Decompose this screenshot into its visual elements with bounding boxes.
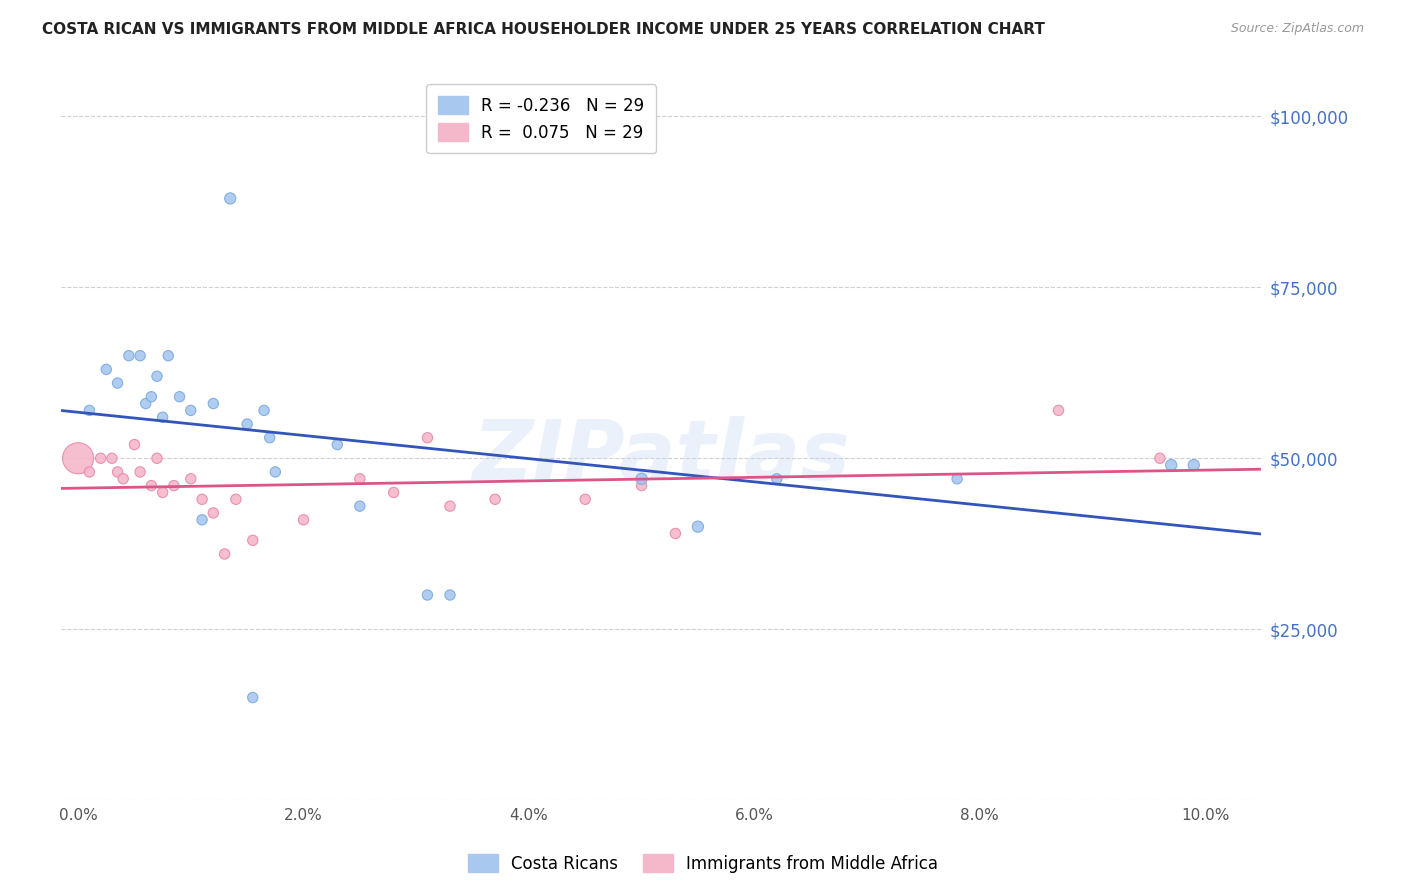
Point [112,472,135,486]
Point [765,472,787,486]
Text: ZIPatlas: ZIPatlas [472,416,851,497]
Point [146,451,169,466]
Point [141,390,163,404]
Point [79,465,101,479]
Point [163,478,186,492]
Legend: R = -0.236   N = 29, R =  0.075   N = 29: R = -0.236 N = 29, R = 0.075 N = 29 [426,84,657,153]
Point [96,362,118,376]
Point [67,451,90,466]
Text: COSTA RICAN VS IMMIGRANTS FROM MIDDLE AFRICA HOUSEHOLDER INCOME UNDER 25 YEARS C: COSTA RICAN VS IMMIGRANTS FROM MIDDLE AF… [42,22,1045,37]
Point [141,478,163,492]
Point [157,349,180,363]
Point [135,396,157,410]
Point [439,588,461,602]
Point [242,533,264,548]
Point [180,472,202,486]
Point [129,349,152,363]
Point [630,478,652,492]
Point [253,403,276,417]
Point [416,431,439,445]
Point [107,465,129,479]
Point [349,499,371,513]
Point [292,513,315,527]
Point [124,437,146,451]
Point [146,369,169,384]
Point [191,492,214,507]
Point [202,506,225,520]
Point [107,376,129,390]
Point [152,485,174,500]
Point [630,472,652,486]
Point [225,492,247,507]
Text: Source: ZipAtlas.com: Source: ZipAtlas.com [1230,22,1364,36]
Point [152,410,174,425]
Point [574,492,596,507]
Point [439,499,461,513]
Point [326,437,349,451]
Point [202,396,225,410]
Point [946,472,969,486]
Point [1160,458,1182,472]
Point [90,451,112,466]
Point [236,417,259,431]
Point [101,451,124,466]
Point [129,465,152,479]
Legend: Costa Ricans, Immigrants from Middle Africa: Costa Ricans, Immigrants from Middle Afr… [461,847,945,880]
Point [118,349,141,363]
Point [349,472,371,486]
Point [214,547,236,561]
Point [180,403,202,417]
Point [686,519,709,533]
Point [1047,403,1070,417]
Point [242,690,264,705]
Point [264,465,287,479]
Point [484,492,506,507]
Point [1182,458,1205,472]
Point [416,588,439,602]
Point [382,485,405,500]
Point [169,390,191,404]
Point [191,513,214,527]
Point [1149,451,1171,466]
Point [219,191,242,205]
Point [79,403,101,417]
Point [259,431,281,445]
Point [664,526,686,541]
